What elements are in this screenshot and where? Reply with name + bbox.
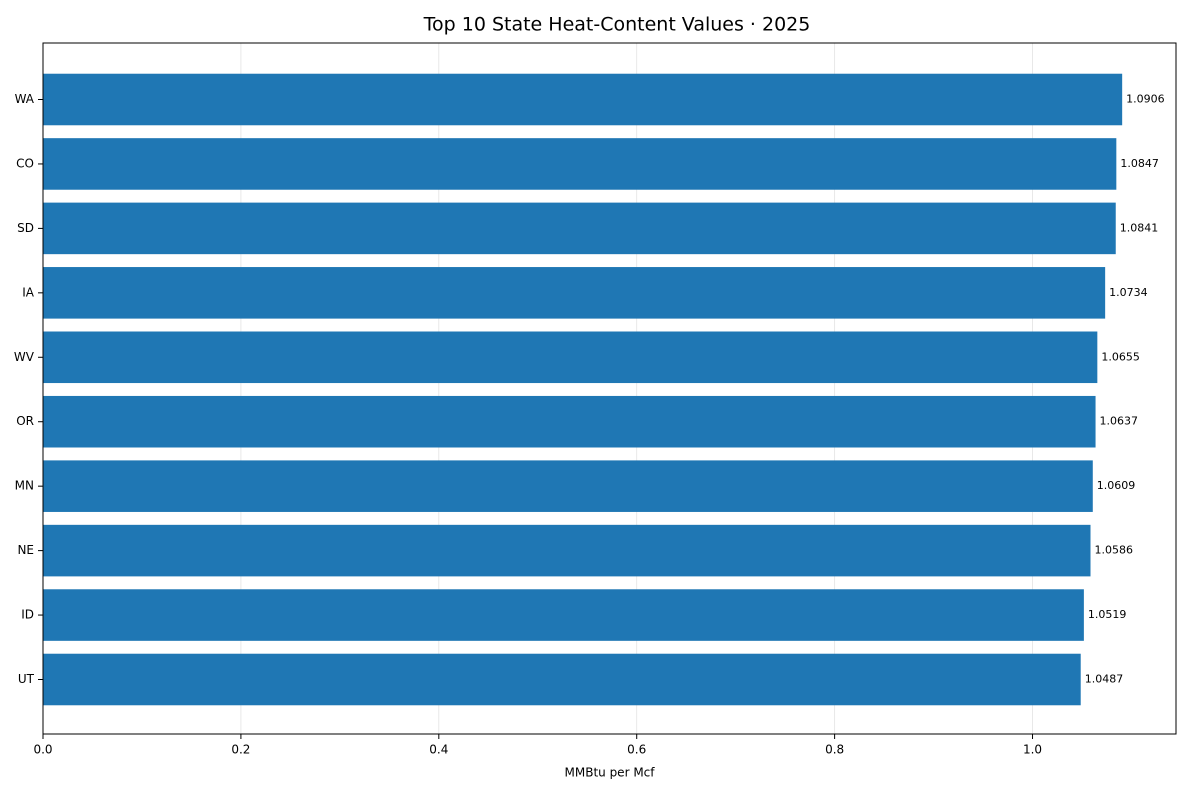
bar-wa: [43, 73, 1123, 126]
y-tick-label-ne: NE: [17, 543, 34, 557]
data-label-mn: 1.0609: [1097, 479, 1136, 492]
bar-mn: [43, 460, 1093, 512]
y-tick-label-wa: WA: [15, 92, 35, 106]
y-tick-label-wv: WV: [14, 350, 35, 364]
y-axis: WA CO SD IA WV OR MN NE ID UT: [14, 92, 43, 686]
data-label-ia: 1.0734: [1109, 286, 1148, 299]
chart-title: Top 10 State Heat-Content Values · 2025: [423, 14, 811, 36]
data-label-sd: 1.0841: [1120, 221, 1159, 234]
x-tick-label: 0.4: [429, 743, 448, 757]
data-label-ne: 1.0586: [1095, 544, 1134, 557]
x-axis-label: MMBtu per Mcf: [565, 766, 656, 780]
data-label-or: 1.0637: [1100, 415, 1139, 428]
data-labels: 1.0906 1.0847 1.0841 1.0734 1.0655 1.0637 1.06…: [1085, 93, 1165, 686]
y-tick-label-mn: MN: [15, 479, 34, 493]
bar-co: [43, 138, 1117, 190]
y-tick-label-sd: SD: [17, 221, 34, 235]
data-label-co: 1.0847: [1120, 157, 1159, 170]
data-label-ut: 1.0487: [1085, 673, 1124, 686]
x-tick-label: 0.6: [627, 743, 646, 757]
data-label-id: 1.0519: [1088, 608, 1127, 621]
bar-ia: [43, 267, 1106, 319]
bar-ne: [43, 524, 1091, 577]
x-tick-label: 1.0: [1023, 743, 1042, 757]
y-tick-label-co: CO: [16, 156, 34, 170]
x-tick-label: 0.0: [33, 743, 52, 757]
plot-frame: [42, 42, 1177, 735]
bars: [43, 73, 1123, 706]
y-tick-label-or: OR: [16, 414, 34, 428]
bar-or: [43, 395, 1096, 448]
bar-id: [43, 589, 1084, 641]
x-tick-label: 0.2: [231, 743, 250, 757]
y-tick-label-ia: IA: [22, 285, 35, 299]
bar-wv: [43, 331, 1098, 384]
bar-sd: [43, 202, 1116, 255]
data-label-wv: 1.0655: [1101, 350, 1140, 363]
x-axis: 0.0 0.2 0.4 0.6 0.8 1.0: [33, 734, 1042, 757]
y-tick-label-ut: UT: [18, 672, 35, 686]
y-tick-label-id: ID: [21, 608, 34, 622]
bar-ut: [43, 653, 1081, 706]
x-tick-label: 0.8: [825, 743, 844, 757]
data-label-wa: 1.0906: [1126, 93, 1165, 106]
